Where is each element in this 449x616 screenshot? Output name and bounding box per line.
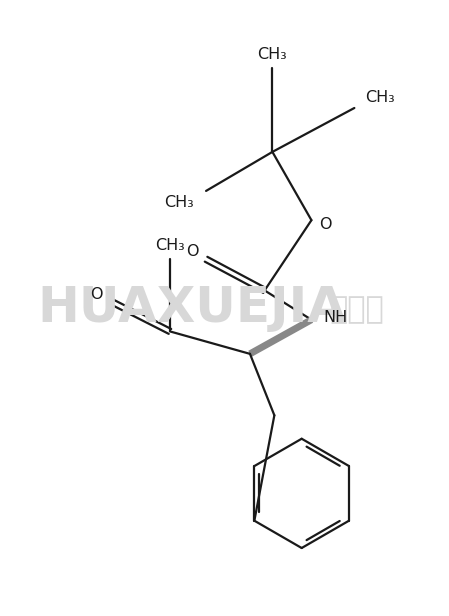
Text: CH₃: CH₃ xyxy=(365,90,395,105)
Text: O: O xyxy=(91,287,103,302)
Text: O: O xyxy=(186,244,198,259)
Text: CH₃: CH₃ xyxy=(164,195,194,210)
Text: 化学加: 化学加 xyxy=(330,296,385,325)
Text: CH₃: CH₃ xyxy=(258,47,287,62)
Text: O: O xyxy=(319,217,331,232)
Text: CH₃: CH₃ xyxy=(155,238,185,253)
Text: HUAXUEJIA: HUAXUEJIA xyxy=(37,284,346,332)
Text: NH: NH xyxy=(323,310,348,325)
